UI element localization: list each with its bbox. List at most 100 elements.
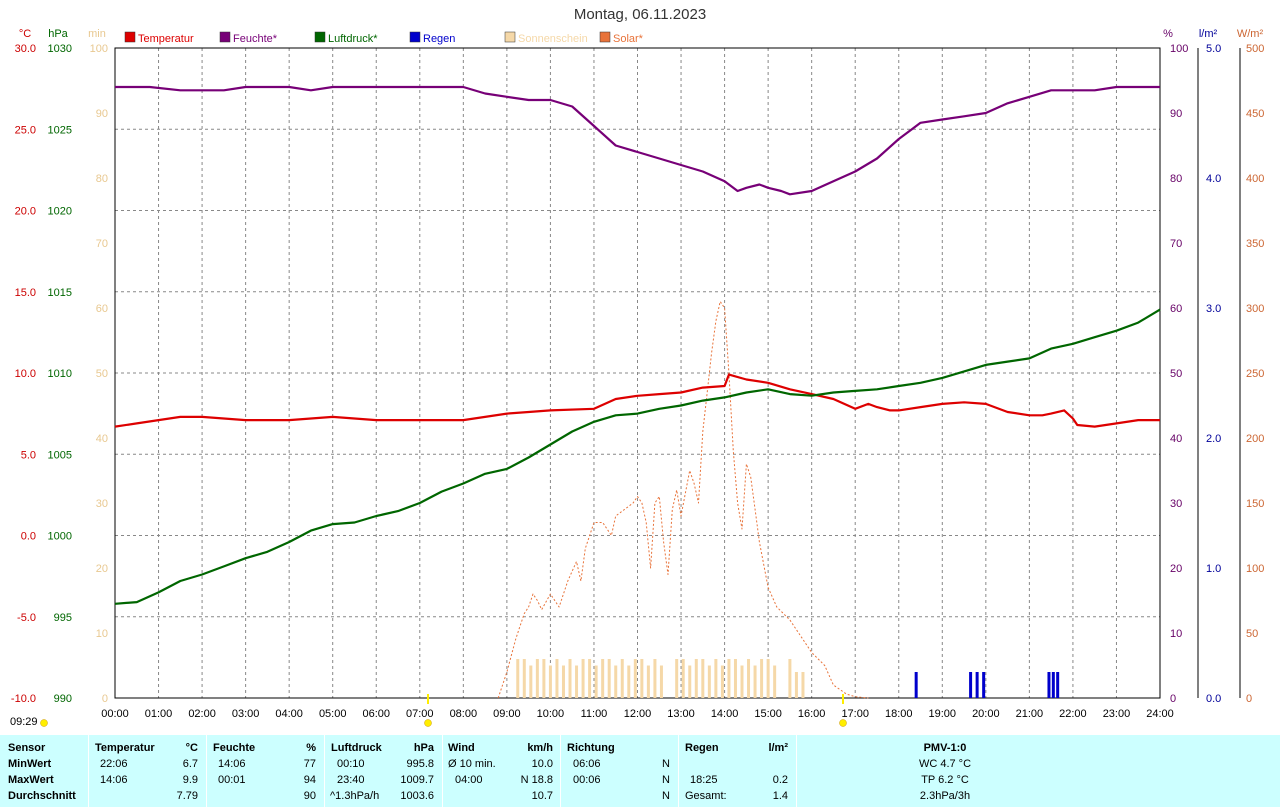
solar-tick-label: 0 xyxy=(1246,693,1252,705)
legend-label: Temperatur xyxy=(138,33,194,45)
sunshine-bar xyxy=(646,665,650,698)
chart-title: Montag, 06.11.2023 xyxy=(573,6,707,23)
temperature-unit-label: °C xyxy=(19,28,31,40)
sunshine-bar xyxy=(535,659,539,698)
sunshine-bar xyxy=(733,659,737,698)
sunshine-tick-label: 50 xyxy=(96,368,108,380)
min-wind-value: 10.0 xyxy=(531,758,553,770)
x-tick-label: 19:00 xyxy=(929,708,957,720)
weather-chart: 30.025.020.015.010.05.00.0-5.0-10.010301… xyxy=(11,28,1264,727)
pressure-tick-label: 1025 xyxy=(48,124,72,136)
rain-bar xyxy=(914,672,918,698)
humidity-tick-label: 80 xyxy=(1170,173,1182,185)
legend-label: Feuchte* xyxy=(233,33,278,45)
header-temperature: Temperatur xyxy=(95,742,155,754)
header-pressure-unit: hPa xyxy=(413,742,434,754)
pmv-dew-point: TP 6.2 °C xyxy=(921,774,969,786)
sunshine-bar xyxy=(773,665,777,698)
sunshine-tick-label: 40 xyxy=(96,433,108,445)
solar-tick-label: 350 xyxy=(1246,238,1264,250)
sunshine-tick-label: 60 xyxy=(96,303,108,315)
x-tick-label: 21:00 xyxy=(1016,708,1044,720)
sunshine-bar xyxy=(588,659,592,698)
header-pmv: PMV-1:0 xyxy=(923,742,967,754)
x-tick-label: 01:00 xyxy=(145,708,173,720)
sunshine-tick-label: 20 xyxy=(96,563,108,575)
humidity-unit-label: % xyxy=(1163,28,1173,40)
header-wind: Wind xyxy=(448,742,475,754)
x-tick-label: 18:00 xyxy=(885,708,913,720)
legend-swatch xyxy=(314,31,326,43)
header-direction: Richtung xyxy=(567,742,615,754)
sunshine-bar xyxy=(740,665,744,698)
sunshine-bar xyxy=(653,659,657,698)
max-dir-time: 00:06 xyxy=(573,774,601,786)
x-tick-label: 07:00 xyxy=(406,708,434,720)
x-tick-label: 10:00 xyxy=(537,708,565,720)
pressure-line xyxy=(114,308,1161,605)
sunshine-bar xyxy=(548,665,552,698)
humidity-tick-label: 100 xyxy=(1170,43,1188,55)
max-press-value: 1009.7 xyxy=(400,774,434,786)
x-tick-label: 03:00 xyxy=(232,708,260,720)
sunshine-bar xyxy=(801,672,805,698)
sunshine-bar xyxy=(542,659,546,698)
legend-swatch xyxy=(504,31,516,43)
avg-hum-value: 90 xyxy=(303,790,316,802)
sunshine-bar xyxy=(766,659,770,698)
max-hum-value: 94 xyxy=(303,774,316,786)
avg-dir-value: N xyxy=(662,790,670,802)
sunshine-bar xyxy=(568,659,572,698)
header-humidity-unit: % xyxy=(306,742,316,754)
legend-label: Solar* xyxy=(613,33,644,45)
rain-bar xyxy=(1047,672,1051,698)
x-tick-label: 05:00 xyxy=(319,708,347,720)
max-rain-time: 18:25 xyxy=(690,774,718,786)
sunshine-tick-label: 30 xyxy=(96,498,108,510)
min-dir-value: N xyxy=(662,758,670,770)
sunshine-bar xyxy=(753,665,757,698)
solar-tick-label: 50 xyxy=(1246,628,1258,640)
rain-total-value: 1.4 xyxy=(772,790,788,802)
rain-tick-label: 2.0 xyxy=(1206,433,1221,445)
sunset-marker xyxy=(839,719,847,727)
x-tick-label: 16:00 xyxy=(798,708,826,720)
sunshine-bar xyxy=(659,665,663,698)
avg-press-trend: ^1.3hPa/h xyxy=(330,790,380,802)
temperature-line xyxy=(114,373,1160,428)
sunshine-bar xyxy=(601,659,605,698)
sunshine-bar xyxy=(594,665,598,698)
row-label-average: Durchschnitt xyxy=(8,790,76,802)
solar-tick-label: 150 xyxy=(1246,498,1264,510)
solar-tick-label: 450 xyxy=(1246,108,1264,120)
rain-bar xyxy=(975,672,979,698)
legend-swatch xyxy=(219,31,231,43)
legend-swatch xyxy=(409,31,421,43)
sunshine-unit-label: min xyxy=(88,28,106,40)
temperature-tick-label: 15.0 xyxy=(15,287,36,299)
solar-tick-label: 400 xyxy=(1246,173,1264,185)
x-tick-label: 04:00 xyxy=(275,708,303,720)
sunshine-bar xyxy=(694,659,698,698)
legend-swatch xyxy=(599,31,611,43)
humidity-tick-label: 30 xyxy=(1170,498,1182,510)
min-hum-time: 14:06 xyxy=(218,758,246,770)
pressure-tick-label: 995 xyxy=(54,612,72,624)
rain-tick-label: 0.0 xyxy=(1206,693,1221,705)
solar-tick-label: 250 xyxy=(1246,368,1264,380)
pressure-tick-label: 1000 xyxy=(48,531,72,543)
sunshine-bar xyxy=(794,672,798,698)
min-press-value: 995.8 xyxy=(406,758,434,770)
temperature-tick-label: -10.0 xyxy=(11,693,36,705)
sunshine-tick-label: 100 xyxy=(90,43,108,55)
humidity-tick-label: 20 xyxy=(1170,563,1182,575)
max-wind-value: N 18.8 xyxy=(520,774,553,786)
x-tick-label: 14:00 xyxy=(711,708,739,720)
pressure-tick-label: 1020 xyxy=(48,206,72,218)
avg-press-value: 1003.6 xyxy=(400,790,434,802)
temperature-tick-label: 10.0 xyxy=(15,368,36,380)
sunshine-bar xyxy=(714,659,718,698)
solar-line xyxy=(497,301,869,699)
sunshine-tick-label: 70 xyxy=(96,238,108,250)
rain-bar xyxy=(1056,672,1060,698)
